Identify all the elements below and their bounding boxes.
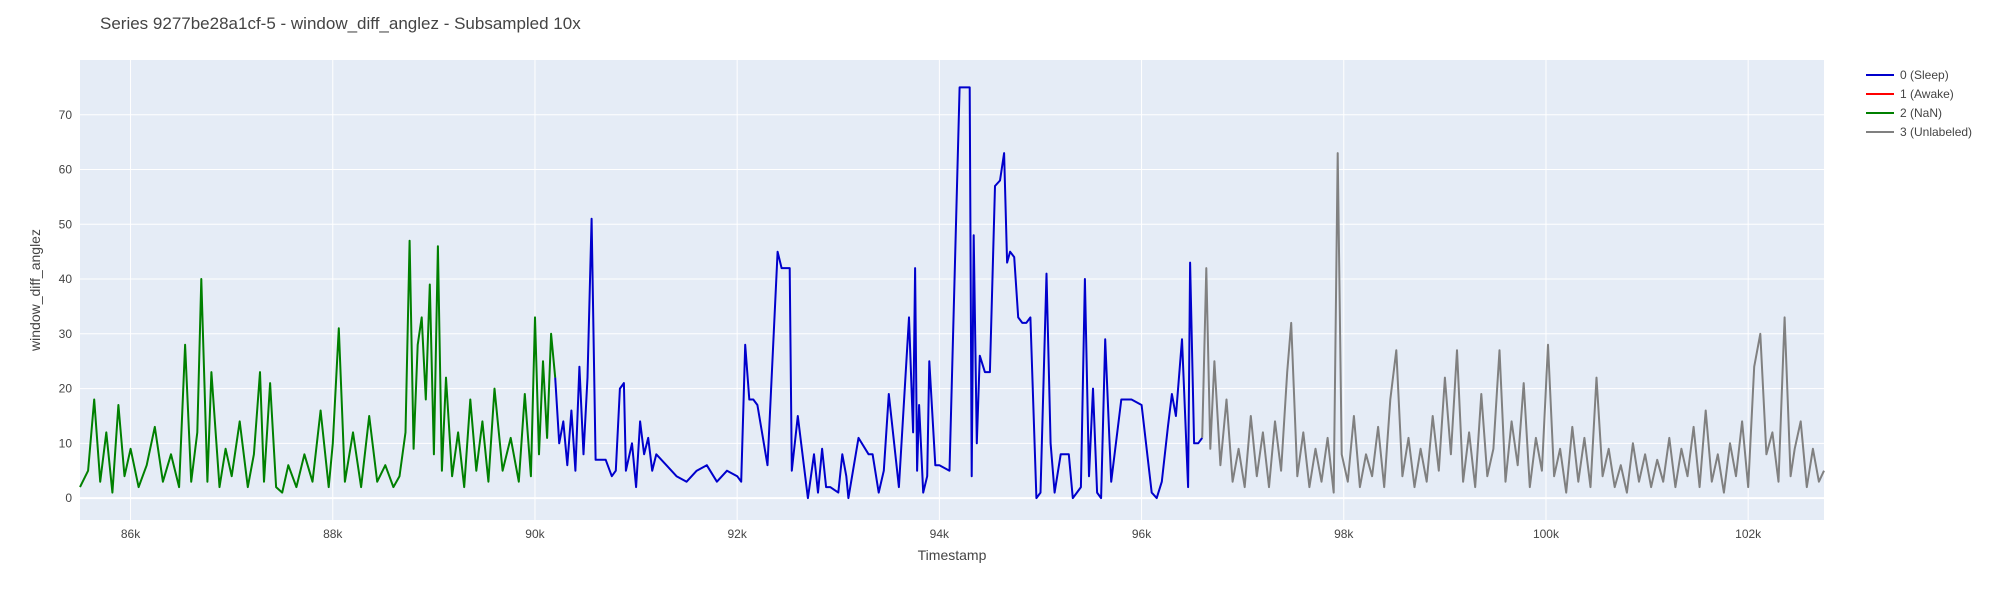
x-tick-label: 96k xyxy=(1132,527,1152,541)
x-axis-title: Timestamp xyxy=(918,547,987,563)
plot-area xyxy=(80,60,1824,520)
chart-title: Series 9277be28a1cf-5 - window_diff_angl… xyxy=(100,14,581,33)
y-axis-title: window_diff_anglez xyxy=(27,229,43,352)
series-lines xyxy=(79,86,1825,500)
x-tick-label: 100k xyxy=(1533,527,1560,541)
y-tick-label: 70 xyxy=(59,108,73,122)
series-line-2 xyxy=(79,239,557,494)
legend-label: 2 (NaN) xyxy=(1900,106,1942,120)
y-tick-label: 20 xyxy=(59,382,73,396)
y-tick-label: 40 xyxy=(59,272,73,286)
legend-label: 1 (Awake) xyxy=(1900,87,1954,101)
y-tick-label: 0 xyxy=(65,491,72,505)
x-tick-label: 92k xyxy=(727,527,747,541)
x-tick-label: 88k xyxy=(323,527,343,541)
legend-label: 3 (Unlabeled) xyxy=(1900,125,1972,139)
legend: 0 (Sleep) 1 (Awake) 2 (NaN) 3 (Unlabeled) xyxy=(1866,68,1972,139)
grid-lines xyxy=(80,60,1824,520)
x-tick-label: 94k xyxy=(930,527,950,541)
y-tick-label: 50 xyxy=(59,217,73,231)
series-line-3 xyxy=(1201,152,1825,494)
x-tick-label: 102k xyxy=(1735,527,1762,541)
y-tick-label: 60 xyxy=(59,163,73,177)
y-tick-label: 30 xyxy=(59,327,73,341)
y-tick-label: 10 xyxy=(59,436,73,450)
legend-label: 0 (Sleep) xyxy=(1900,68,1949,82)
tick-labels: 86k 88k 90k 92k 94k 96k 98k 100k 102k 0 10 20 30 40 50… xyxy=(59,108,1763,541)
series-line-0 xyxy=(554,86,1204,500)
x-tick-label: 86k xyxy=(121,527,141,541)
x-tick-label: 90k xyxy=(525,527,545,541)
x-tick-label: 98k xyxy=(1334,527,1354,541)
